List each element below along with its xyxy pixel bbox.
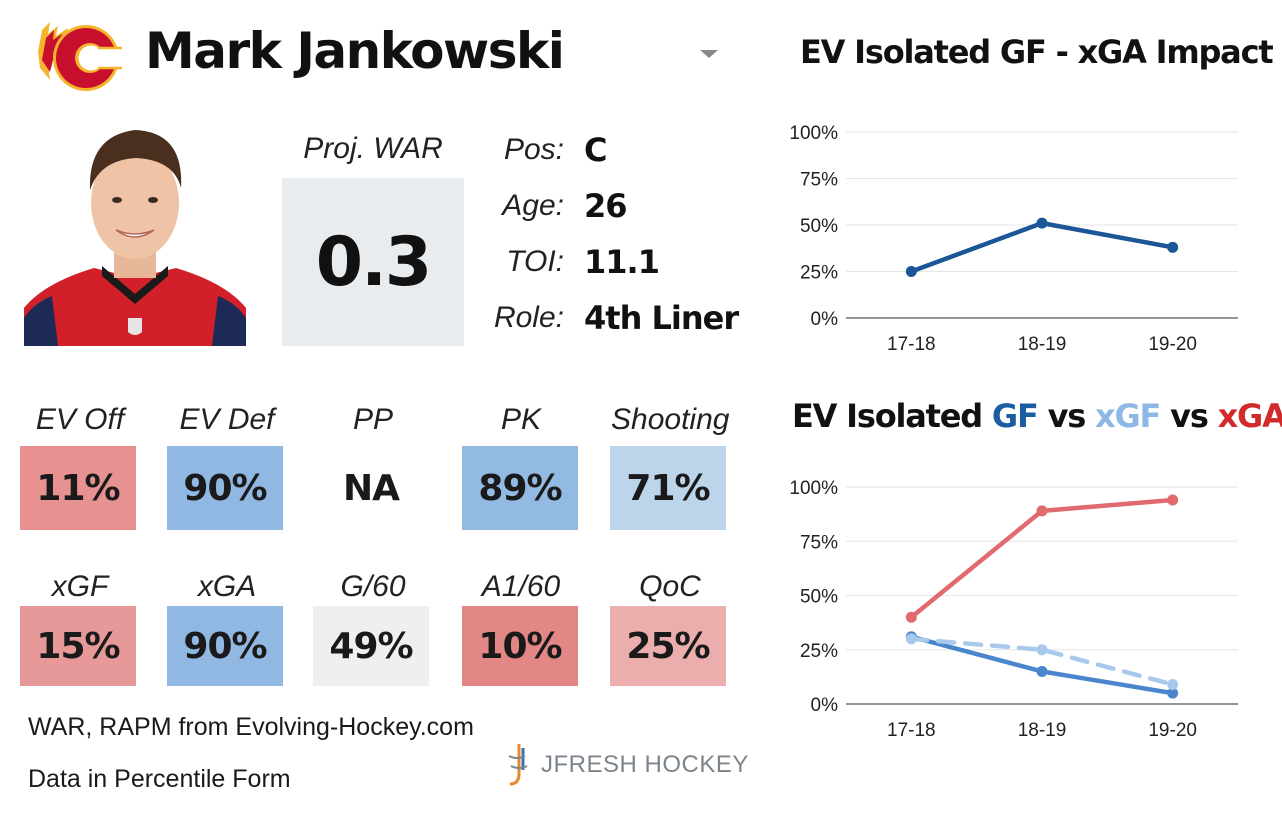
stat-label-qoc: QoC: [639, 570, 701, 603]
role-value: 4th Liner: [584, 299, 739, 337]
x-tick-label: 17-18: [887, 720, 936, 741]
data-point: [905, 266, 917, 277]
chart2-title-gf: GF: [991, 397, 1039, 435]
toi-label: TOI:: [506, 245, 564, 278]
stat-tile-pp: NA: [313, 446, 429, 530]
x-tick-label: 19-20: [1148, 720, 1197, 741]
chart1-plot: 0% 25% 50% 75% 100% 17-18 18-19 19-20: [789, 123, 1238, 355]
y-tick-label: 100%: [789, 478, 838, 499]
source-note: WAR, RAPM from Evolving-Hockey.com: [28, 713, 474, 741]
data-point: [1036, 644, 1048, 656]
info-row-position: Pos: C: [480, 130, 608, 170]
data-point: [1167, 687, 1179, 699]
y-tick-label: 50%: [800, 587, 838, 608]
data-point: [1036, 665, 1048, 677]
series-line-xgf: [909, 636, 1175, 687]
stat-tile-a160: 10%: [462, 606, 578, 686]
position-label: Pos:: [503, 133, 564, 166]
y-tick-label: 75%: [800, 532, 838, 553]
chart2-title: EV Isolated GF vs xGF vs xGA: [792, 397, 1282, 435]
y-tick-label: 100%: [789, 123, 838, 144]
stat-label-xgf: xGF: [51, 570, 109, 603]
chart2-title-part2: vs: [1037, 397, 1096, 435]
data-point: [1167, 241, 1179, 253]
stat-tile-xga: 90%: [167, 606, 283, 686]
data-point: [1167, 494, 1179, 506]
data-point: [1036, 505, 1048, 517]
stat-label-shooting: Shooting: [611, 403, 730, 436]
role-label: Role:: [493, 301, 564, 334]
proj-war-label: Proj. WAR: [303, 132, 443, 165]
player-headshot: [24, 118, 246, 346]
stat-tile-g60: 49%: [313, 606, 429, 686]
stat-tile-pk: 89%: [462, 446, 578, 530]
y-tick-label: 75%: [800, 170, 838, 191]
chart1-title: EV Isolated GF - xGA Impact: [800, 33, 1274, 71]
stat-label-pk: PK: [500, 403, 542, 436]
data-point: [1167, 678, 1179, 690]
chart2-plot: 0% 25% 50% 75% 100% 17-18 18-19 19-20: [789, 478, 1238, 741]
x-tick-label: 17-18: [887, 334, 936, 355]
data-point: [1036, 217, 1048, 229]
stat-tile-shooting: 71%: [610, 446, 726, 530]
stat-label-ev-off: EV Off: [35, 403, 125, 436]
data-point: [905, 611, 917, 623]
chart2-title-part3: vs: [1160, 397, 1218, 435]
jfresh-logo-icon: [508, 744, 528, 786]
y-tick-label: 0%: [811, 309, 839, 330]
age-value: 26: [584, 187, 628, 225]
y-tick-label: 0%: [811, 695, 839, 716]
stat-tile-ev-def: 90%: [167, 446, 283, 530]
x-tick-label: 19-20: [1148, 334, 1197, 355]
chevron-down-icon[interactable]: [700, 50, 718, 58]
series-line-impact: [909, 220, 1175, 274]
stat-label-ev-def: EV Def: [179, 403, 275, 436]
y-tick-label: 50%: [800, 216, 838, 237]
chart2-title-xgf: xGF: [1095, 397, 1161, 435]
series-line-xga: [909, 497, 1175, 620]
info-row-age: Age: 26: [480, 186, 627, 226]
chart2-title-part1: EV Isolated: [792, 397, 992, 435]
stat-tile-xgf: 15%: [20, 606, 136, 686]
proj-war-value: 0.3: [282, 178, 464, 346]
chart2-title-xga: xGA: [1217, 397, 1282, 435]
player-name: Mark Jankowski: [145, 22, 565, 80]
data-point: [905, 633, 917, 645]
y-tick-label: 25%: [800, 641, 838, 662]
stat-label-pp: PP: [352, 403, 394, 436]
x-tick-label: 18-19: [1018, 720, 1067, 741]
x-tick-label: 18-19: [1018, 334, 1067, 355]
stat-label-a160: A1/60: [481, 570, 561, 603]
team-logo: [36, 22, 122, 92]
position-value: C: [584, 131, 608, 169]
info-row-toi: TOI: 11.1: [480, 242, 660, 282]
stat-tile-qoc: 25%: [610, 606, 726, 686]
brand: JFRESH HOCKEY: [505, 742, 749, 788]
info-row-role: Role: 4th Liner: [480, 298, 739, 338]
stat-label-xga: xGA: [197, 570, 257, 603]
stat-label-g60: G/60: [340, 570, 406, 603]
stat-tile-ev-off: 11%: [20, 446, 136, 530]
brand-name: JFRESH HOCKEY: [541, 751, 749, 778]
age-label: Age:: [502, 189, 564, 222]
toi-value: 11.1: [584, 243, 660, 281]
y-tick-label: 25%: [800, 263, 838, 284]
percentile-note: Data in Percentile Form: [28, 765, 291, 793]
